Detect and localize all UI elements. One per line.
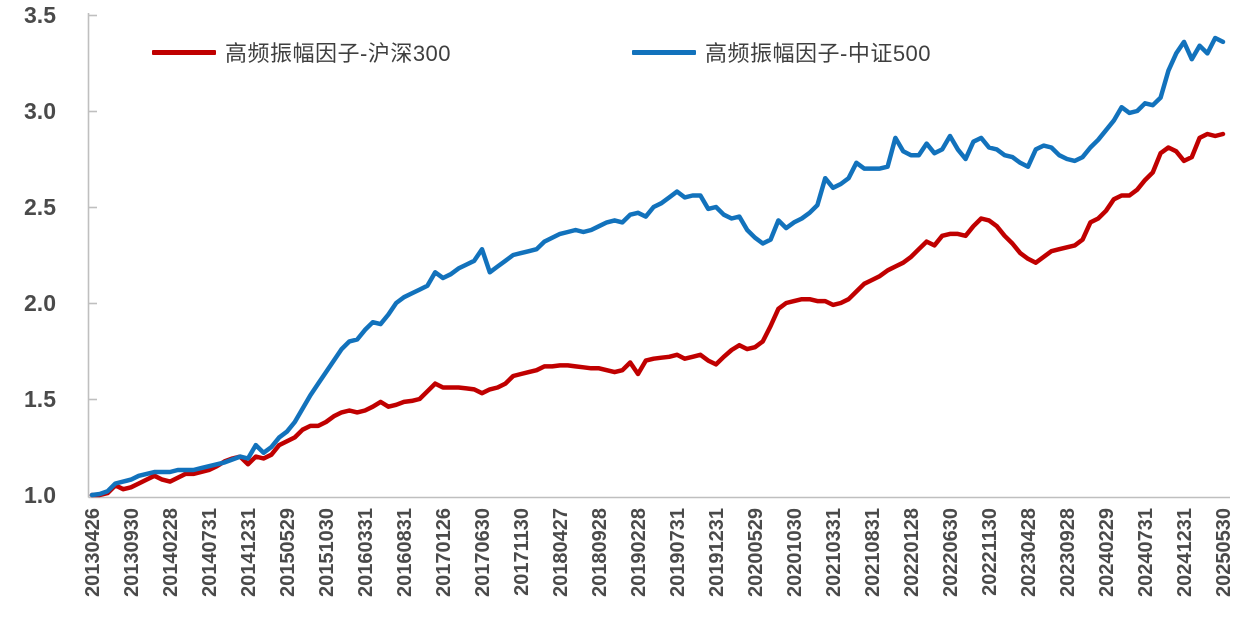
y-axis-label: 3.0 [24,98,56,124]
series-line-hs300[interactable] [89,131,1226,498]
x-axis-date-label: 20141231 [238,508,260,597]
x-axis-date-label: 20230428 [1018,508,1040,597]
x-axis-date-label: 20220128 [901,508,923,597]
x-axis-date-label: 20160831 [394,508,416,597]
x-axis-date-label: 20140228 [160,508,182,597]
legend-label-zz500: 高频振幅因子-中证500 [705,41,932,66]
x-axis-date-label: 20230928 [1057,508,1079,597]
y-axis-label: 3.5 [24,2,56,28]
x-axis-date-label: 20170126 [433,508,455,597]
x-axis-date-label: 20150529 [277,508,299,597]
x-axis-date-label: 20250530 [1213,508,1235,597]
x-axis-date-label: 20220630 [940,508,962,597]
x-axis-date-label: 20171130 [511,508,533,596]
x-axis-date-label: 20191231 [706,508,728,597]
x-axis-date-label: 20240229 [1096,508,1118,597]
x-axis-date-label: 20190228 [628,508,650,597]
x-axis-date-label: 20241231 [1174,508,1196,597]
y-axis-label: 1.0 [24,482,56,508]
legend-item-zz500[interactable]: 高频振幅因子-中证500 [632,36,931,68]
legend-item-hs300[interactable]: 高频振幅因子-沪深300 [152,36,451,68]
x-axis-date-label: 20130426 [82,508,104,597]
series-line-zz500[interactable] [89,35,1226,498]
y-axis-label: 1.5 [24,386,56,412]
x-axis-date-label: 20140731 [199,508,221,597]
x-axis-date-label: 20130930 [121,508,143,597]
x-axis-date-label: 20240731 [1135,508,1157,597]
x-axis-date-label: 20210831 [862,508,884,597]
x-axis-date-label: 20170630 [472,508,494,597]
x-axis-date-label: 20210331 [823,508,845,597]
x-axis-date-label: 20200529 [745,508,767,597]
x-axis-date-label: 20221130 [979,508,1001,596]
y-axis-label: 2.5 [24,194,56,220]
x-axis-date-label: 20180928 [589,508,611,597]
x-axis-date-label: 20160331 [355,508,377,597]
x-axis-date-label: 20201030 [784,508,806,597]
legend-label-hs300: 高频振幅因子-沪深300 [225,41,452,66]
legend-swatch-hs300-red-line [152,49,216,55]
x-axis-date-label: 20190731 [667,508,689,597]
legend-swatch-zz500-blue-line [632,49,696,55]
x-axis-date-label: 20180427 [550,508,572,597]
y-axis-label: 2.0 [24,290,56,316]
x-axis-date-label: 20151030 [316,508,338,597]
